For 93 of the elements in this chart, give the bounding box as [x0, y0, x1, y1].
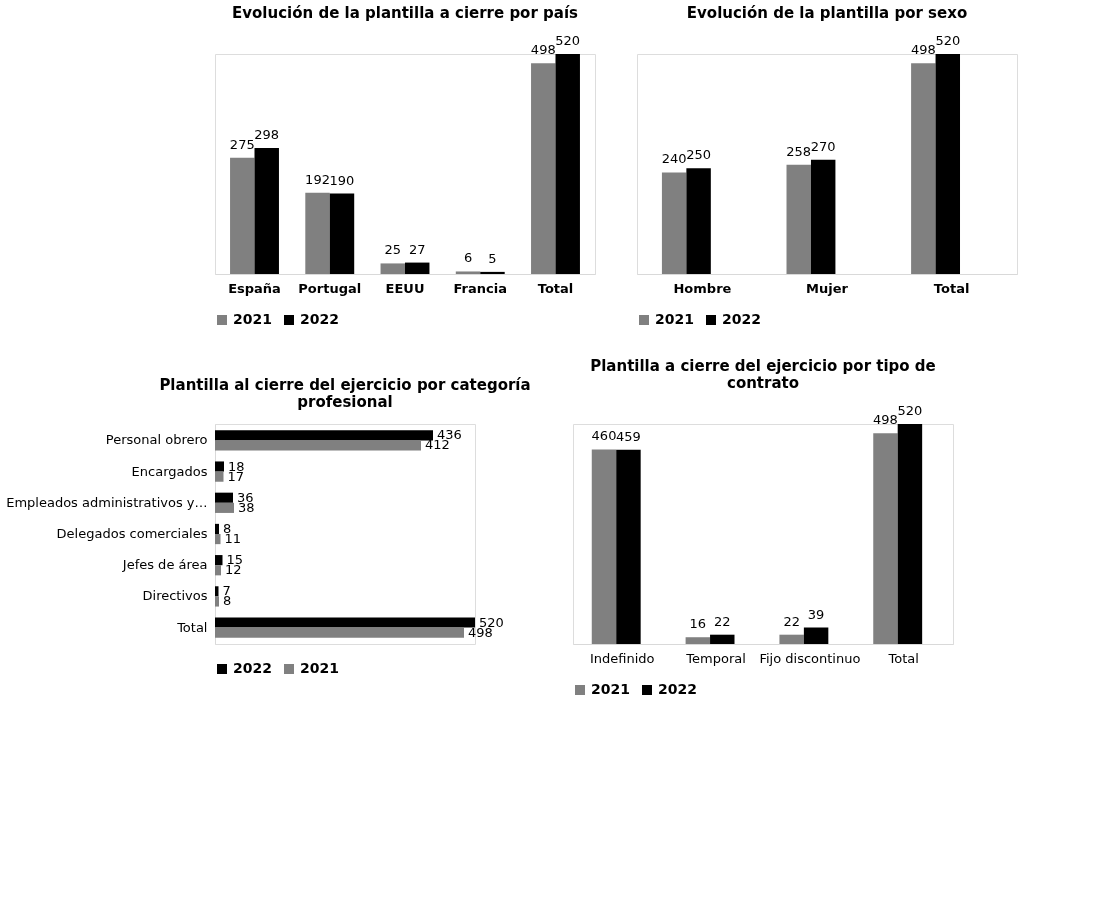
data-label: 25: [384, 242, 402, 258]
bar: [215, 555, 223, 566]
bar: [215, 471, 224, 482]
data-label: 498: [873, 412, 898, 428]
bar: [405, 262, 430, 274]
y-tick-label: Total: [176, 619, 208, 635]
y-tick-label: Directivos: [142, 588, 208, 604]
data-label: 460: [591, 428, 617, 444]
y-tick-label: Personal obrero: [105, 432, 208, 448]
data-label: 520: [897, 403, 923, 418]
data-label: 22: [714, 613, 731, 629]
bar: [455, 271, 481, 274]
legend-label: 2022: [722, 311, 761, 327]
bar: [531, 63, 556, 274]
bar: [215, 523, 219, 534]
data-label: 520: [935, 33, 961, 48]
data-label: 498: [910, 42, 936, 58]
y-tick-label: Delegados comerciales: [56, 526, 208, 541]
x-tick-label: España: [228, 280, 281, 296]
bar: [873, 433, 898, 644]
bar: [215, 502, 234, 513]
x-tick-label: Temporal: [685, 650, 746, 666]
bar: [215, 627, 464, 638]
x-tick-label: Total: [887, 650, 919, 666]
bar: [329, 193, 355, 274]
x-tick-label: Fijo discontinuo: [759, 650, 861, 666]
data-label: 298: [254, 126, 280, 142]
data-label: 6: [463, 250, 473, 266]
data-label: 27: [408, 241, 426, 257]
bar: [215, 565, 221, 576]
x-tick-label: EEUU: [385, 280, 425, 296]
bar: [685, 637, 711, 644]
y-tick-label: Jefes de área: [121, 557, 208, 573]
legend-label: 2021: [300, 660, 339, 676]
bar: [215, 430, 433, 441]
x-tick-label: Hombre: [673, 280, 732, 296]
data-label: 5: [488, 250, 497, 266]
bar: [935, 54, 961, 274]
bar: [380, 263, 405, 274]
bar: [661, 172, 687, 274]
bar: [230, 157, 255, 274]
data-label: 190: [329, 172, 355, 188]
data-label: 270: [810, 138, 836, 154]
bar: [555, 54, 580, 274]
data-label: 275: [229, 136, 255, 152]
chart-title: Evolución de la plantilla por sexo: [686, 4, 968, 22]
y-tick-label: Encargados: [131, 463, 208, 479]
bar: [215, 586, 219, 597]
bar: [215, 617, 475, 628]
x-tick-label: Mujer: [806, 280, 849, 296]
data-label: 520: [555, 33, 581, 48]
data-label: 16: [689, 616, 707, 632]
data-label: 498: [530, 42, 556, 58]
chart-title: Evolución de la plantilla a cierre por país: [232, 4, 579, 22]
data-label: 240: [661, 151, 687, 167]
x-tick-label: Indefinido: [589, 650, 655, 666]
x-tick-label: Francia: [453, 280, 507, 296]
x-tick-label: Portugal: [298, 280, 362, 296]
bar: [215, 440, 421, 451]
data-label: 22: [783, 613, 800, 629]
x-tick-label: Total: [933, 280, 970, 296]
bar: [215, 534, 221, 545]
data-label: 39: [807, 606, 825, 622]
data-label: 192: [305, 171, 330, 187]
legend-label: 2021: [591, 681, 630, 697]
bar: [779, 634, 804, 644]
legend-label: 2021: [233, 311, 272, 327]
bar: [215, 492, 233, 503]
bar: [803, 627, 829, 644]
bar: [616, 449, 641, 644]
bar: [710, 634, 735, 644]
bar: [810, 159, 836, 274]
bar: [215, 461, 224, 472]
x-tick-label: Total: [537, 280, 574, 296]
bar: [686, 168, 711, 274]
bar: [786, 164, 811, 274]
bar: [480, 271, 505, 274]
bar: [215, 596, 219, 607]
legend-label: 2022: [233, 660, 272, 676]
y-tick-label: Empleados administrativos y…: [6, 494, 208, 510]
bar: [254, 147, 279, 274]
bar: [305, 192, 330, 274]
bar: [897, 424, 923, 644]
legend-label: 2021: [655, 311, 694, 327]
data-label: 250: [686, 147, 712, 163]
legend-label: 2022: [300, 311, 339, 327]
chart-title: Plantilla a cierre del ejercicio por tipo de contrato: [590, 357, 936, 392]
bar: [911, 63, 936, 274]
bar: [591, 449, 617, 644]
legend-label: 2022: [658, 681, 697, 697]
data-label: 258: [786, 143, 812, 159]
data-label: 459: [616, 428, 641, 444]
chart-title: Plantilla al cierre del ejercicio por categoría profesional: [159, 376, 531, 411]
